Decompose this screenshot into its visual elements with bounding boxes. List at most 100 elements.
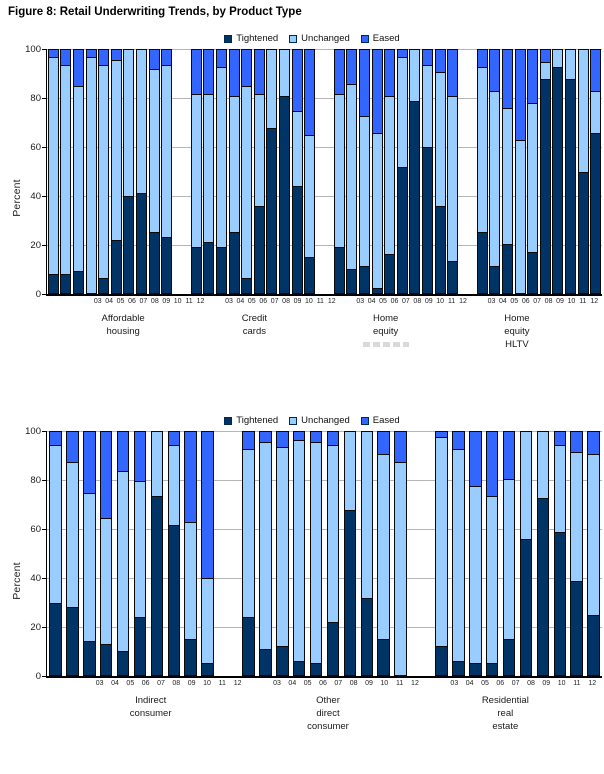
bar-slot <box>421 49 434 294</box>
segment-unchanged <box>540 62 550 80</box>
y-tick-label: 20 <box>30 239 41 251</box>
legend-swatch-icon <box>289 416 298 425</box>
segment-tightened <box>204 241 214 293</box>
product-group-label-text: Credit cards <box>197 313 311 339</box>
segment-unchanged <box>134 481 146 618</box>
y-tick-mark <box>42 293 46 295</box>
x-tick-label: 10 <box>436 298 445 305</box>
segment-unchanged <box>591 91 601 133</box>
segment-eased <box>293 432 305 440</box>
x-axis-ticks: 03 04 05 06 07 08 09 10 11 12 03 04 05 06 07 08 09 10 11 12… <box>46 680 602 687</box>
segment-unchanged <box>124 50 134 196</box>
segment-tightened <box>277 646 288 676</box>
segment-unchanged <box>277 447 288 647</box>
segment-eased <box>359 50 369 116</box>
segment-unchanged <box>422 64 432 148</box>
group-labels: Indirect consumer Other direct consumer Resid… <box>46 695 602 733</box>
x-tick-label: 08 <box>349 680 358 688</box>
segment-eased <box>591 50 601 92</box>
segment-tightened <box>242 278 252 293</box>
bar-slot <box>266 49 279 294</box>
segment-eased <box>554 432 566 445</box>
x-tick-label: 08 <box>172 680 181 688</box>
stacked-bar-08 <box>539 49 551 294</box>
segment-unchanged <box>361 432 373 598</box>
segment-tightened <box>588 614 599 676</box>
product-group-label: Residential real estate <box>447 695 600 733</box>
segment-unchanged <box>486 495 498 664</box>
stacked-bar-12 <box>394 431 407 677</box>
x-tick-group: 03 04 05 06 07 08 09 10 11 12 <box>447 680 600 687</box>
segment-tightened <box>134 617 146 676</box>
label-line: Home <box>504 313 530 324</box>
legend: Tightened Unchanged Eased <box>20 415 604 426</box>
segment-tightened <box>254 205 264 293</box>
stacked-bar-06 <box>85 49 97 294</box>
x-tick-label: 10 <box>567 298 576 305</box>
product-group-label-text: Residential real estate <box>429 695 582 733</box>
bar-slot <box>476 49 489 294</box>
x-tick-label: 07 <box>511 680 520 688</box>
segment-unchanged <box>136 50 146 194</box>
segment-tightened <box>202 663 213 676</box>
legend-item-unchanged: Unchanged <box>289 33 350 44</box>
gridline-20 <box>47 627 602 629</box>
x-tick-label: 10 <box>380 680 389 688</box>
bar-slot <box>333 49 346 294</box>
plot-area: 0 20 40 60 80 100 <box>25 426 602 682</box>
stacked-bar-12 <box>161 49 173 294</box>
label-line: real <box>497 708 514 720</box>
bar-slot <box>534 431 551 677</box>
segment-unchanged <box>565 50 575 80</box>
stacked-bar-08 <box>133 431 147 677</box>
label-line: cards <box>242 325 266 337</box>
product-group-label-text: Indirect consumer <box>74 695 227 721</box>
legend-item-tightened: Tightened <box>224 33 278 44</box>
stacked-bar-09 <box>536 431 550 677</box>
stacked-bar-08 <box>326 431 340 677</box>
y-tick-label: 100 <box>25 425 41 437</box>
bar-slot <box>85 49 98 294</box>
x-tick-label: 09 <box>187 680 196 688</box>
segment-unchanged <box>204 93 214 242</box>
x-tick-label: 10 <box>203 680 211 688</box>
segment-eased <box>334 50 344 94</box>
segment-unchanged <box>435 71 445 206</box>
segment-unchanged <box>554 444 566 533</box>
x-tick-label: 11 <box>447 298 456 305</box>
label-line: Indirect <box>135 695 167 707</box>
bar-slot <box>539 49 552 294</box>
stacked-bar-05 <box>276 431 289 677</box>
segment-unchanged <box>84 493 95 642</box>
bar-slot <box>434 49 447 294</box>
bar-slot <box>60 49 73 294</box>
bar-slot <box>467 431 484 677</box>
stacked-bar-04 <box>452 431 465 677</box>
segment-tightened <box>553 67 563 293</box>
label-line: consumer <box>307 721 349 733</box>
stacked-bar-10 <box>360 431 374 677</box>
legend-swatch-icon <box>224 416 233 425</box>
label-line: equity <box>372 325 399 337</box>
segment-eased <box>540 50 550 63</box>
label-line: Credit <box>241 313 268 324</box>
y-tick-label: 80 <box>30 92 41 104</box>
segment-unchanged <box>327 444 339 622</box>
segment-eased <box>100 432 112 518</box>
bar-slot <box>291 49 304 294</box>
x-tick-label: 11 <box>573 680 581 688</box>
segment-unchanged <box>229 96 239 233</box>
segment-eased <box>395 432 406 462</box>
stacked-bar-09 <box>409 49 421 294</box>
segment-eased <box>588 432 599 455</box>
segment-unchanged <box>378 454 389 639</box>
segment-unchanged <box>477 67 487 233</box>
bar-slot <box>257 431 274 677</box>
x-tick-label: 09 <box>542 680 551 688</box>
bar-slot <box>552 49 565 294</box>
bar-group <box>433 431 602 677</box>
y-tick-mark <box>42 430 46 432</box>
segment-unchanged <box>168 444 180 525</box>
segment-unchanged <box>86 57 96 293</box>
segment-tightened <box>168 524 180 676</box>
